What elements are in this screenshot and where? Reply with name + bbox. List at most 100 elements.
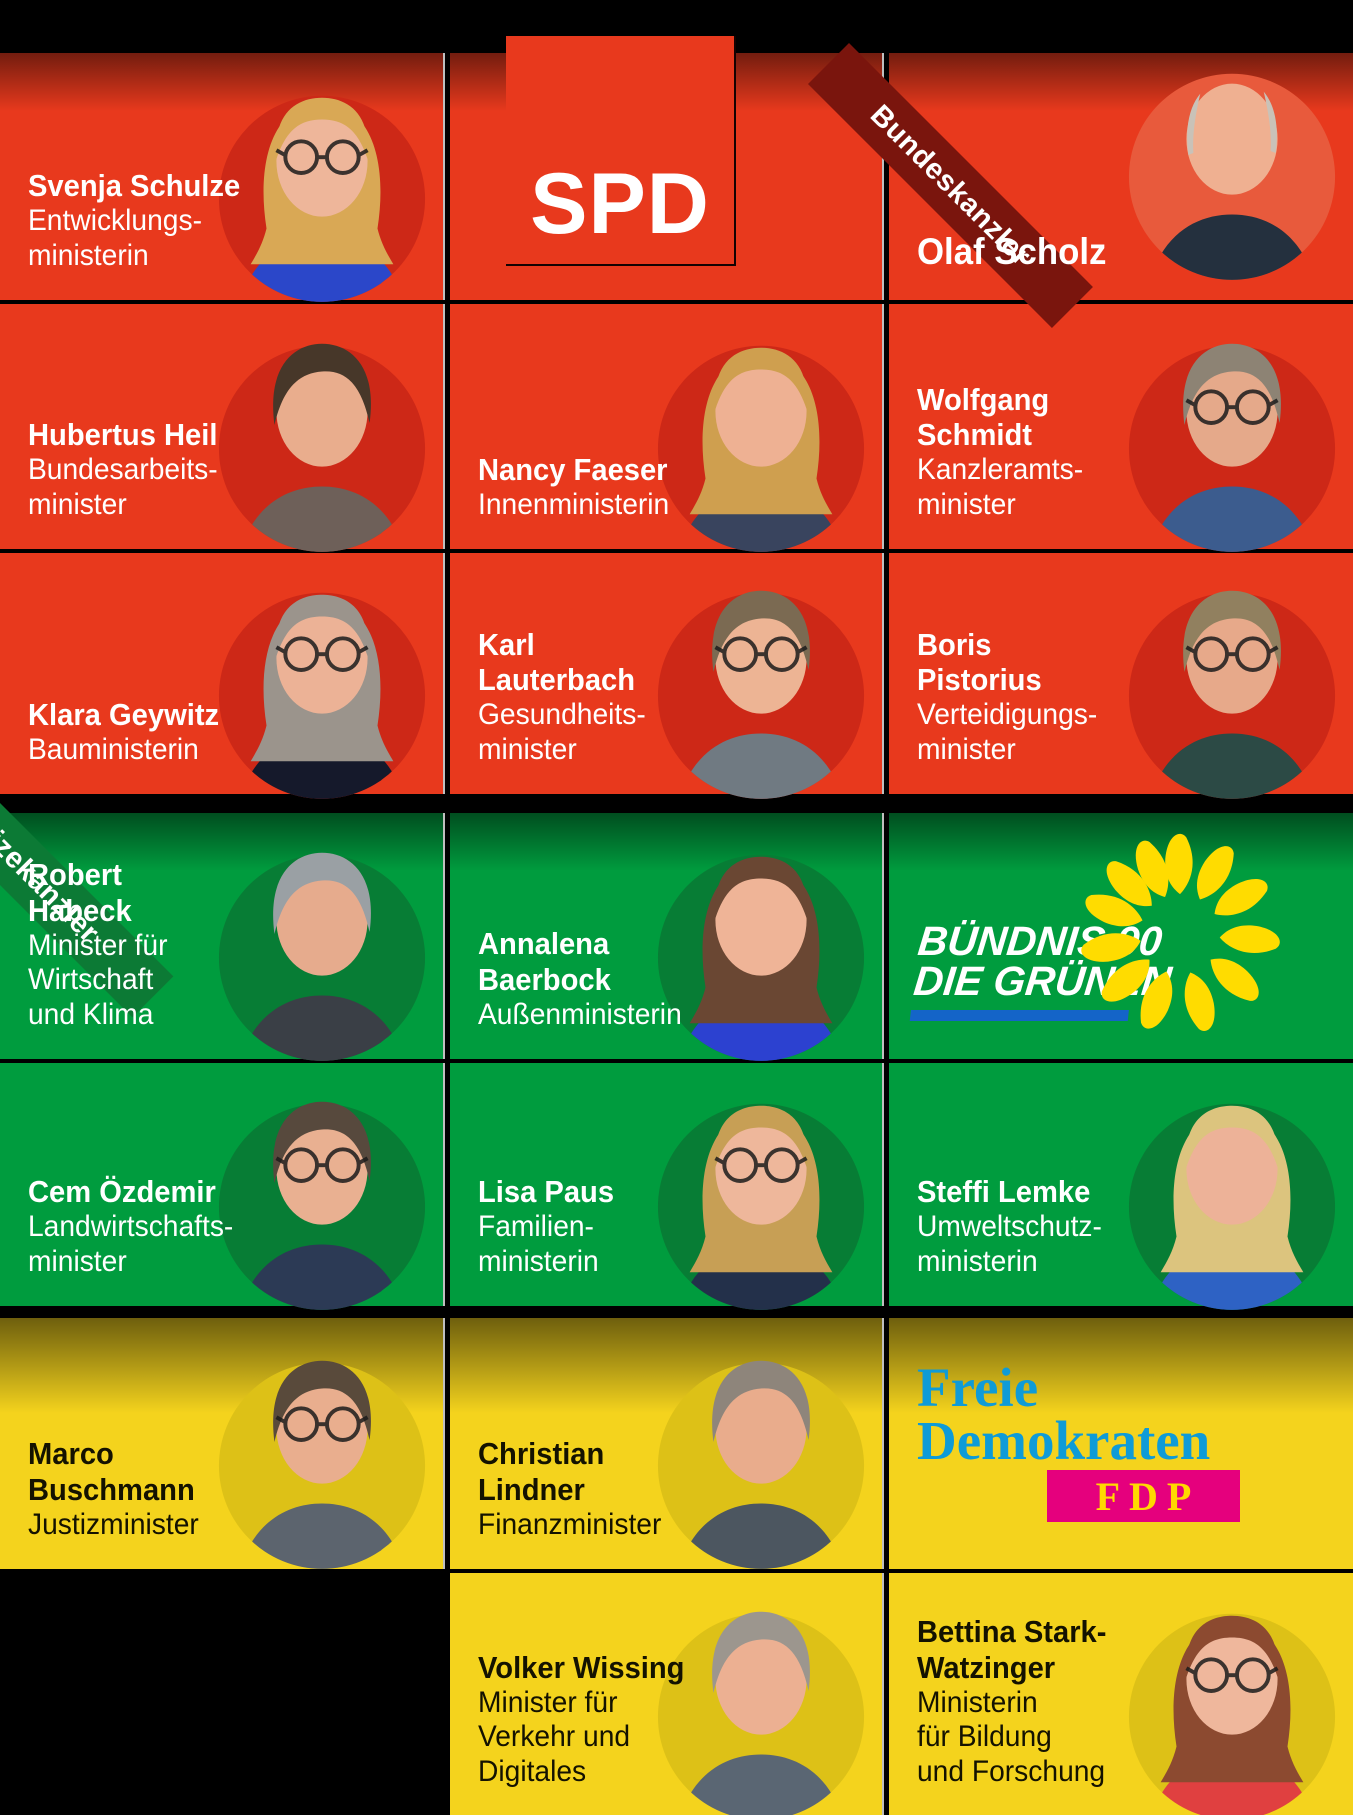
cell-cem-oezdemir: Cem Özdemir Landwirtschafts- minister <box>0 1063 443 1306</box>
avatar-volker-wissing <box>652 1566 870 1815</box>
caption-lisa-paus: Lisa Paus Familien- ministerin <box>478 1174 614 1280</box>
avatar-lisa-paus <box>652 1056 870 1314</box>
fdp-badge-text: FDP <box>1095 1473 1201 1519</box>
avatar-klara-geywitz <box>213 545 431 803</box>
person-role: Familien- <box>478 1210 594 1244</box>
avatar-hair <box>219 592 425 802</box>
caption-klara-geywitz: Klara Geywitz Bauministerin <box>28 697 219 768</box>
person-name: Steffi Lemke <box>917 1174 1091 1210</box>
avatar-hair <box>658 590 864 802</box>
cell-volker-wissing: Volker Wissing Minister für Verkehr und … <box>450 1573 882 1815</box>
spd-row-1: Svenja Schulze Entwicklungs- ministerin … <box>0 36 1353 328</box>
person-name: Karl <box>478 626 535 662</box>
cell-karl-lauterbach: Karl Lauterbach Gesundheits- minister <box>450 553 882 794</box>
cell-nancy-faeser: Nancy Faeser Innenministerin <box>450 304 882 549</box>
caption-olaf-scholz: Olaf Scholz <box>917 231 1106 274</box>
cell-hubertus-heil: Hubertus Heil Bundesarbeits- minister <box>0 304 443 549</box>
person-name: Lisa Paus <box>478 1174 615 1210</box>
avatar-hair <box>1129 590 1335 802</box>
gruene-row-1: Vizekanzler Robert Habeck Minister für W… <box>0 743 1353 1059</box>
fdp-row-1: Marco Buschmann Justizminister Christian… <box>0 1318 1353 1569</box>
person-role: und Klima <box>28 998 154 1032</box>
cell-annalena-baerbock: Annalena Baerbock Außenministerin <box>450 813 882 1059</box>
avatar-hair <box>219 853 425 1065</box>
caption-bettina-stark-watzinger: Bettina Stark- Watzinger Ministerin für … <box>917 1614 1106 1790</box>
person-name: Habeck <box>28 892 132 928</box>
person-name: Boris <box>917 626 992 662</box>
avatar-cem-oezdemir <box>213 1056 431 1314</box>
fdp-logo-line2: Demokraten <box>917 1409 1211 1471</box>
caption-cem-oezdemir: Cem Özdemir Landwirtschafts- minister <box>28 1174 233 1280</box>
cell-klara-geywitz: Klara Geywitz Bauministerin <box>0 553 443 794</box>
avatar-hair <box>219 95 425 305</box>
avatar-marco-buschmann <box>213 1315 431 1573</box>
person-name: Lindner <box>478 1472 585 1508</box>
cell-olaf-scholz: Bundeskanzler Olaf Scholz <box>807 43 1353 328</box>
cell-steffi-lemke: Steffi Lemke Umweltschutz- ministerin <box>889 1063 1353 1306</box>
avatar-hair <box>658 345 864 555</box>
avatar-hair <box>658 1360 864 1572</box>
person-name: Volker Wissing <box>478 1649 685 1685</box>
avatar-hair <box>1129 73 1335 283</box>
person-name: Marco <box>28 1436 114 1472</box>
gruene-row-2: Cem Özdemir Landwirtschafts- minister Li… <box>0 1063 1353 1306</box>
caption-svenja-schulze: Svenja Schulze Entwicklungs- ministerin <box>28 168 240 274</box>
cell-svenja-schulze: Svenja Schulze Entwicklungs- ministerin <box>0 53 443 300</box>
cell-wolfgang-schmidt: Wolfgang Schmidt Kanzleramts- minister <box>889 304 1353 549</box>
person-role: Verkehr und <box>478 1720 631 1754</box>
avatar-hubertus-heil <box>213 298 431 556</box>
person-role: minister <box>28 1245 127 1279</box>
avatar-annalena-baerbock <box>652 807 870 1065</box>
spd-row-3: Klara Geywitz Bauministerin Karl Lauterb… <box>0 553 1353 794</box>
person-name: Klara Geywitz <box>28 697 220 733</box>
spd-logo-text: SPD <box>530 156 710 252</box>
person-role: Ministerin <box>917 1685 1038 1719</box>
person-name: Schmidt <box>917 417 1032 453</box>
avatar-hair <box>658 1611 864 1815</box>
person-name: Nancy Faeser <box>478 452 668 488</box>
person-role: Bundesarbeits- <box>28 453 218 487</box>
caption-annalena-baerbock: Annalena Baerbock Außenministerin <box>478 926 682 1033</box>
avatar-wolfgang-schmidt <box>1123 298 1341 556</box>
person-name: Lauterbach <box>478 662 636 698</box>
avatar-robert-habeck <box>213 807 431 1065</box>
caption-marco-buschmann: Marco Buschmann Justizminister <box>28 1436 199 1543</box>
person-name: Christian <box>478 1436 605 1472</box>
avatar-hair <box>219 1101 425 1313</box>
person-role: Bauministerin <box>28 733 199 767</box>
spd-logo: SPD <box>506 36 736 266</box>
person-role: Kanzleramts- <box>917 453 1084 487</box>
cell-lisa-paus: Lisa Paus Familien- ministerin <box>450 1063 882 1306</box>
person-role: Umweltschutz- <box>917 1210 1102 1244</box>
avatar-steffi-lemke <box>1123 1056 1341 1314</box>
avatar-hair <box>1129 1103 1335 1313</box>
sunflower-icon <box>1079 833 1282 1035</box>
person-name: Baerbock <box>478 962 611 998</box>
person-role: Verteidigungs- <box>917 698 1098 732</box>
person-role: minister <box>478 733 577 767</box>
person-name: Hubertus Heil <box>28 417 218 453</box>
cell-fdp-logo: Freie Demokraten FDP <box>889 1318 1353 1569</box>
person-name: Olaf Scholz <box>917 231 1107 273</box>
person-name: Pistorius <box>917 662 1042 698</box>
fdp-row-2: Volker Wissing Minister für Verkehr und … <box>0 1573 1353 1815</box>
caption-karl-lauterbach: Karl Lauterbach Gesundheits- minister <box>478 627 646 769</box>
person-role: ministerin <box>917 1245 1038 1279</box>
caption-boris-pistorius: Boris Pistorius Verteidigungs- minister <box>917 627 1097 769</box>
avatar-christian-lindner <box>652 1315 870 1573</box>
person-role: für Bildung <box>917 1720 1052 1754</box>
person-name: Bettina Stark- <box>917 1613 1107 1649</box>
person-role: Minister für <box>28 928 168 962</box>
cell-bettina-stark-watzinger: Bettina Stark- Watzinger Ministerin für … <box>889 1573 1353 1815</box>
avatar-svenja-schulze <box>213 48 431 306</box>
person-role: Digitales <box>478 1755 587 1789</box>
person-role: ministerin <box>28 239 149 273</box>
avatar-hair <box>1129 1613 1335 1815</box>
fdp-logo-line1: Freie <box>917 1357 1039 1418</box>
cell-empty <box>0 1573 443 1815</box>
person-role: Außenministerin <box>478 998 682 1032</box>
avatar-hair <box>1129 343 1335 555</box>
person-name: Robert <box>28 856 122 892</box>
person-role: Landwirtschafts- <box>28 1210 234 1244</box>
